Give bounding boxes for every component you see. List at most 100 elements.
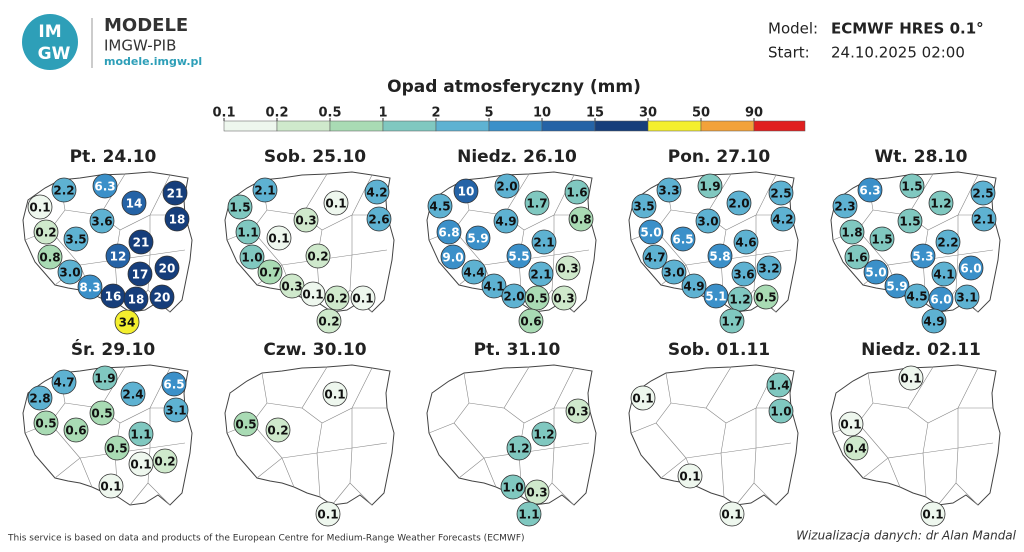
precip-marker [733, 229, 759, 255]
precip-label: 3.0 [697, 215, 718, 229]
precip-marker [494, 173, 520, 199]
precip-marker [77, 274, 103, 300]
precip-marker [37, 244, 63, 270]
legend-swatch [647, 120, 702, 132]
legend-tick-label: 0.5 [318, 106, 341, 121]
precip-label: 4.9 [683, 280, 704, 294]
legend-swatch [594, 120, 649, 132]
precip-marker [120, 381, 146, 407]
precip-label: 0.6 [65, 424, 86, 438]
precip-marker [163, 397, 189, 423]
precip-marker [293, 207, 319, 233]
precip-marker [364, 179, 390, 205]
precip-marker [770, 206, 796, 232]
precip-label: 1.2 [729, 293, 750, 307]
precip-marker [427, 193, 453, 219]
precip-label: 0.5 [35, 417, 56, 431]
precip-label: 1.2 [533, 428, 554, 442]
precip-label: 5.9 [467, 232, 488, 246]
precip-marker [838, 411, 864, 437]
legend-swatch [700, 120, 755, 132]
precip-marker [453, 178, 479, 204]
precip-marker [305, 243, 331, 269]
precip-label: 1.6 [566, 186, 587, 200]
precip-marker [324, 285, 350, 311]
precip-label: 0.2 [35, 226, 56, 240]
precip-marker [565, 398, 591, 424]
precip-label: 0.1 [721, 508, 742, 522]
precip-marker [152, 448, 178, 474]
precip-marker [27, 385, 53, 411]
precip-marker [105, 243, 131, 269]
precip-label: 2.3 [834, 200, 855, 214]
precip-marker [164, 206, 190, 232]
model: ECMWF HRES 0.1° [831, 20, 984, 38]
legend-tick-label: 50 [692, 106, 710, 121]
brand: MODELE [104, 15, 188, 36]
precip-label: 0.2 [307, 250, 328, 264]
precip-marker [493, 208, 519, 234]
precip-label: 6.0 [930, 293, 951, 307]
map-date: Pt. 31.10 [474, 340, 561, 360]
precip-label: 12 [110, 250, 127, 264]
precip-label: 9.0 [442, 251, 463, 265]
precip-marker [506, 243, 532, 269]
precip-label: 16 [105, 290, 122, 304]
precip-label: 0.1 [632, 392, 653, 406]
precip-label: 4.5 [429, 200, 450, 214]
precip-label: 4.7 [53, 376, 74, 390]
precip-label: 0.1 [922, 508, 943, 522]
legend-swatch [435, 120, 490, 132]
precip-marker [551, 285, 577, 311]
precip-label: 3.5 [65, 233, 86, 247]
precip-marker [89, 400, 115, 426]
precip-marker [162, 180, 188, 206]
precip-marker [564, 179, 590, 205]
map-date: Niedz. 02.11 [861, 340, 981, 360]
precip-marker [27, 194, 53, 220]
precip-label: 10 [458, 185, 475, 199]
precip-marker [857, 177, 883, 203]
precip-label: 2.0 [728, 197, 749, 211]
precip-marker [33, 410, 59, 436]
map-date: Śr. 29.10 [71, 338, 156, 360]
precip-label: 1.6 [846, 251, 867, 265]
precip-marker [884, 273, 910, 299]
precip-label: 0.1 [679, 470, 700, 484]
precip-label: 3.6 [733, 268, 754, 282]
precip-marker [51, 369, 77, 395]
precip-marker [766, 372, 792, 398]
precip-label: 6.5 [672, 233, 693, 247]
legend-swatch [329, 120, 384, 132]
precip-label: 3.0 [663, 266, 684, 280]
logo-circle [22, 14, 78, 70]
precip-label: 3.6 [91, 215, 112, 229]
precip-marker [568, 206, 594, 232]
precip-label: 34 [119, 316, 136, 330]
precip-marker [697, 173, 723, 199]
precip-marker [921, 308, 947, 334]
legend-swatch [382, 120, 437, 132]
legend-swatch [223, 120, 278, 132]
precip-label: 1.7 [526, 197, 547, 211]
legend-tick-label: 30 [639, 106, 657, 121]
map-date: Pon. 27.10 [668, 147, 771, 167]
precip-marker [935, 229, 961, 255]
precip-marker [89, 208, 115, 234]
url[interactable]: modele.imgw.pl [104, 55, 202, 68]
legend-swatch [276, 120, 331, 132]
precip-label: 2.1 [533, 236, 554, 250]
precip-label: 0.7 [259, 266, 280, 280]
precip-marker [518, 308, 544, 334]
precip-label: 21 [167, 187, 184, 201]
precip-label: 1.1 [518, 508, 539, 522]
precip-label: 2.4 [122, 388, 143, 402]
precip-label: 5.3 [912, 250, 933, 264]
precip-label: 1.5 [899, 215, 920, 229]
precip-label: 2.6 [368, 213, 389, 227]
precip-label: 1.0 [502, 481, 523, 495]
precip-label: 5.5 [508, 250, 529, 264]
precip-label: 4.9 [495, 215, 516, 229]
precip-marker [524, 479, 550, 505]
